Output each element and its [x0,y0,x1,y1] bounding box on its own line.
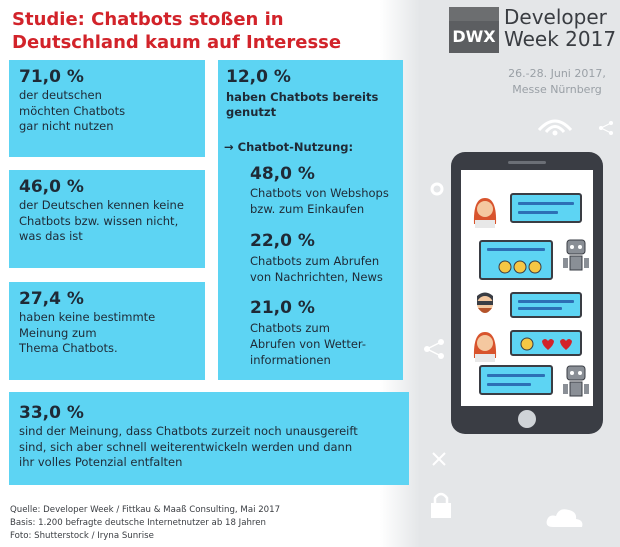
usage-text: bzw. zum Einkaufen [250,202,365,216]
chat-bubble [510,330,582,356]
woman-avatar-icon [473,332,497,362]
stat-text: ihr volles Potenzial entfalten [19,455,183,469]
stat-box-immature: 33,0 % sind der Meinung, dass Chatbots z… [9,392,409,485]
lock-icon [431,492,451,518]
stat-box-used: 12,0 % haben Chatbots bereits genutzt → … [218,60,403,380]
woman-avatar-icon [473,198,497,228]
chat-bubble [479,365,553,395]
sources: Quelle: Developer Week / Fittkau & Maaß … [10,505,281,541]
stat-box-no-opinion: 27,4 % haben keine bestimmte Meinung zum… [9,282,205,380]
stat-value: 46,0 % [19,177,84,197]
stat-text: der deutschen [19,88,102,102]
usage-text: Chatbots zum Abrufen [250,254,380,268]
stat-value: 33,0 % [19,403,84,423]
cross-icon [432,452,446,466]
cloud-icon [546,509,583,527]
stat-text: gar nicht nutzen [19,119,114,133]
chat-bubble [510,292,582,318]
stat-value: 71,0 % [19,67,84,87]
usage-text: von Nachrichten, News [250,270,383,284]
page-title: Studie: Chatbots stoßen in Deutschland k… [12,9,342,53]
stat-text: haben keine bestimmte [19,310,156,324]
stat-text: möchten Chatbots [19,103,126,118]
wifi-icon [537,119,573,136]
gear-icon [430,182,444,196]
robot-icon [563,239,589,271]
share-icon [599,121,613,135]
stat-value: 12,0 % [226,67,291,87]
stat-box-not-use: 71,0 % der deutschen möchten Chatbots ga… [9,60,205,157]
usage-text: Chatbots von Webshops [250,186,389,200]
chat-bubble [479,240,553,280]
stat-text: Thema Chatbots. [19,341,118,355]
home-button-icon [518,410,536,428]
usage-heading: → Chatbot-Nutzung: [224,140,354,154]
usage-text: informationen [250,353,331,367]
share-icon [424,339,444,359]
stat-text: was das ist [19,229,83,243]
stat-text: sind der Meinung, dass Chatbots zurzeit … [19,424,358,438]
phone-speaker [508,161,546,164]
robot-icon [563,365,589,397]
stat-value: 27,4 % [19,289,84,309]
event-name: Developer Week 2017 [504,5,617,51]
stat-text: genutzt [226,105,277,119]
usage-value: 22,0 % [250,231,315,251]
stat-box-dont-know: 46,0 % der Deutschen kennen keine Chatbo… [9,170,205,268]
usage-text: Chatbots zum [250,321,330,335]
stat-text: sind, sich aber schnell weiterentwickeln… [19,439,353,454]
chat-bubble [510,193,582,223]
stat-text: der Deutschen kennen keine [19,198,184,212]
usage-value: 21,0 % [250,298,315,318]
man-avatar-icon [477,292,493,313]
event-info: 26.-28. Juni 2017, Messe Nürnberg [508,67,606,96]
stat-text: Meinung zum [19,325,97,340]
stat-text: haben Chatbots bereits [226,90,379,104]
stat-text: Chatbots bzw. wissen nicht, [19,213,179,228]
dwx-logo: DWX [449,7,499,53]
usage-text: Abrufen von Wetter- [250,337,367,351]
usage-value: 48,0 % [250,164,315,184]
